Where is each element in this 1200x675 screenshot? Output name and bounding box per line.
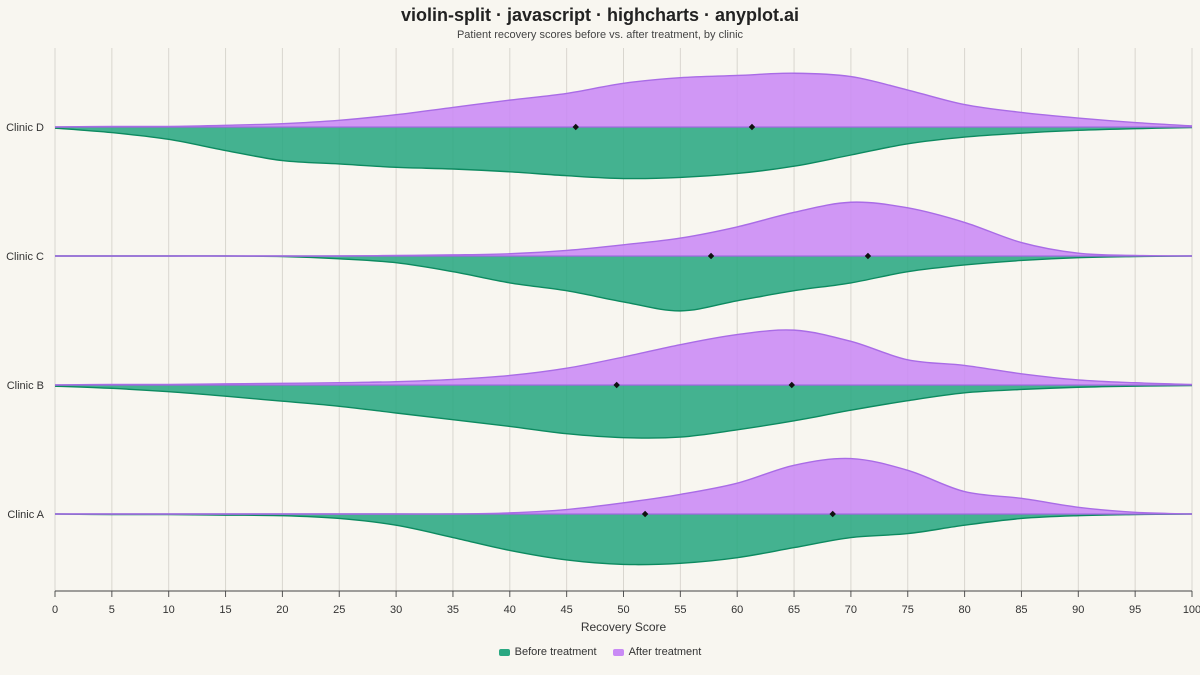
violin-outline <box>54 513 1193 566</box>
chart-title: violin-split · javascript · highcharts ·… <box>400 5 800 25</box>
x-tick-label: 30 <box>390 604 402 616</box>
median-marker[interactable] <box>788 381 795 389</box>
x-tick-label: 50 <box>617 604 629 616</box>
violin-half-before[interactable] <box>55 127 1192 179</box>
x-tick-label: 55 <box>674 604 686 616</box>
x-tick-label: 15 <box>219 604 231 616</box>
x-tick-label: 20 <box>276 604 288 616</box>
x-tick-label: 25 <box>333 604 345 616</box>
violin-outline <box>54 384 1193 439</box>
legend-item-after[interactable]: After treatment <box>612 646 702 658</box>
y-category-label: Clinic D <box>6 122 44 134</box>
violin-half-after[interactable] <box>55 202 1192 257</box>
chart-subtitle: Patient recovery scores before vs. after… <box>456 29 744 41</box>
median-marker[interactable] <box>707 252 715 260</box>
x-tick-label: 10 <box>163 604 175 616</box>
x-tick-label: 60 <box>731 604 743 616</box>
violin-outline <box>54 329 1193 386</box>
x-tick-label: 75 <box>902 604 914 616</box>
violin-half-before[interactable] <box>55 385 1192 439</box>
x-tick-label: 40 <box>504 604 516 616</box>
x-tick-label: 80 <box>958 604 970 616</box>
violin-half-after[interactable] <box>55 458 1192 515</box>
violin-outline <box>54 126 1193 180</box>
violin-half-before[interactable] <box>55 255 1192 311</box>
legend-item-before[interactable]: Before treatment <box>498 646 597 658</box>
median-marker[interactable] <box>572 123 579 131</box>
x-tick-label: 70 <box>845 604 857 616</box>
y-category-label: Clinic C <box>6 251 44 263</box>
x-tick-label: 100 <box>1183 604 1200 616</box>
x-tick-label: 90 <box>1072 604 1084 616</box>
legend: Before treatment After treatment <box>0 646 1200 658</box>
x-tick-label: 0 <box>52 604 58 616</box>
median-marker[interactable] <box>864 252 872 260</box>
violin-outline <box>54 72 1193 128</box>
violin-half-before[interactable] <box>55 514 1192 565</box>
x-tick-label: 45 <box>561 604 573 616</box>
x-tick-label: 5 <box>109 604 115 616</box>
violin-half-after[interactable] <box>55 73 1192 127</box>
legend-swatch-after <box>612 648 624 656</box>
x-axis-title: Recovery Score <box>581 620 667 634</box>
median-marker[interactable] <box>829 510 836 518</box>
y-category-label: Clinic B <box>7 380 44 392</box>
legend-label-after: After treatment <box>628 646 702 658</box>
median-marker[interactable] <box>613 381 620 389</box>
legend-label-before: Before treatment <box>514 646 597 658</box>
x-tick-label: 35 <box>447 604 459 616</box>
median-marker[interactable] <box>748 123 756 131</box>
y-category-label: Clinic A <box>7 509 44 521</box>
legend-swatch-before <box>498 648 510 656</box>
x-tick-label: 85 <box>1015 604 1027 616</box>
median-marker[interactable] <box>641 510 649 518</box>
x-tick-label: 65 <box>788 604 800 616</box>
x-tick-label: 95 <box>1129 604 1141 616</box>
